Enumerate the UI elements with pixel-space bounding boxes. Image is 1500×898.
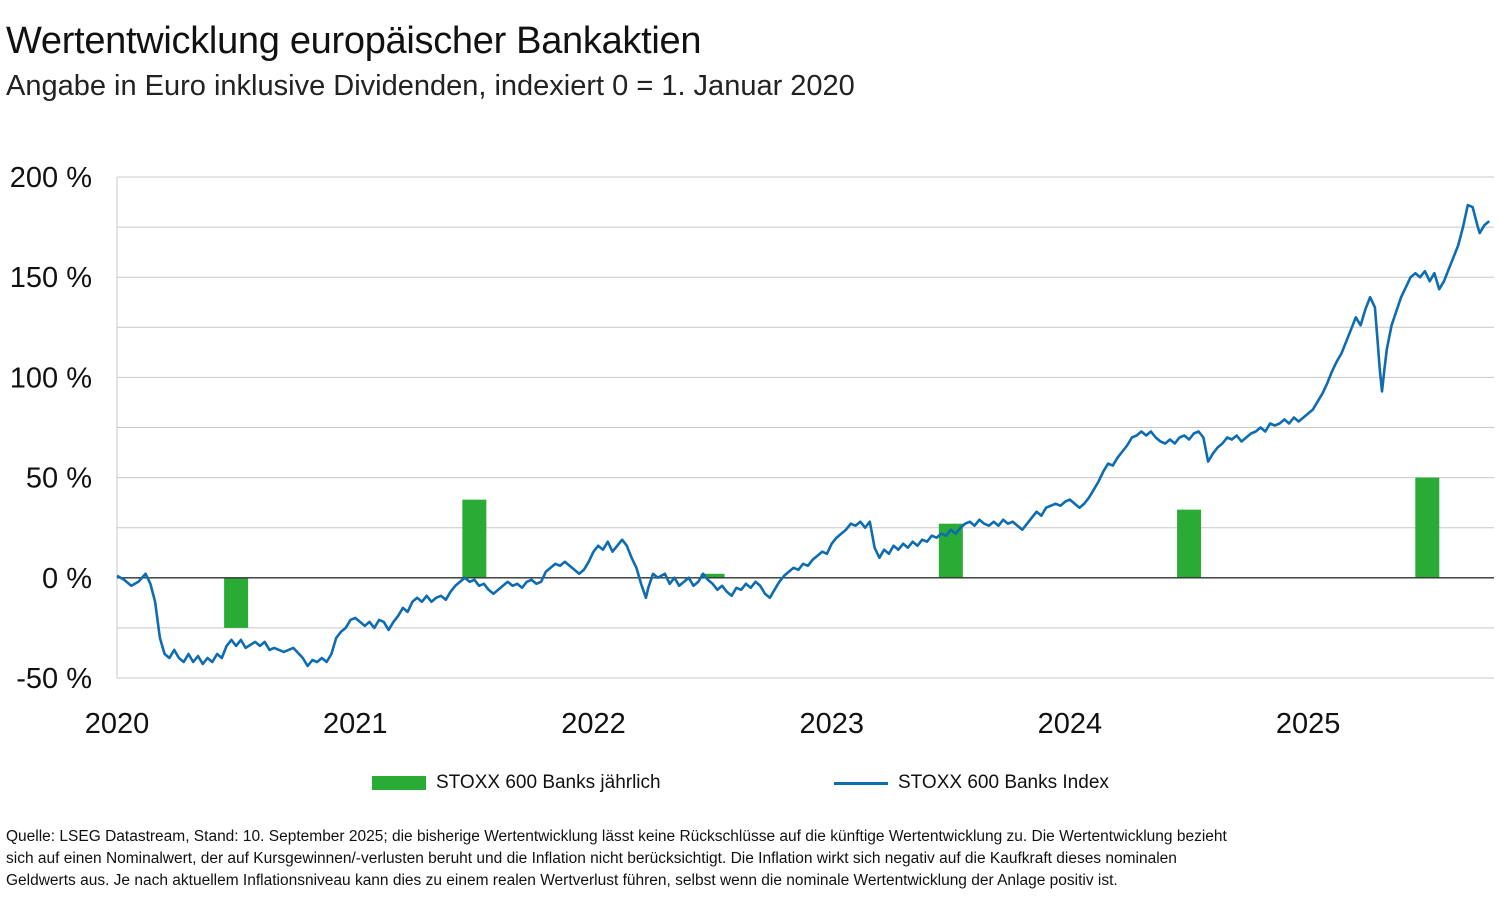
footnote-line-2: sich auf einen Nominalwert, der auf Kurs… bbox=[6, 850, 1177, 867]
legend-bar-label: STOXX 600 Banks jährlich bbox=[436, 772, 661, 793]
x-tick-label: 2024 bbox=[1038, 708, 1103, 740]
footnote-line-1: Quelle: LSEG Datastream, Stand: 10. Sept… bbox=[6, 828, 1227, 845]
y-tick-label: 150 % bbox=[10, 262, 92, 294]
x-tick-label: 2022 bbox=[561, 708, 626, 740]
grid-lines bbox=[116, 176, 1494, 679]
x-tick-label: 2020 bbox=[85, 708, 150, 740]
footnote-line-3: Geldwerts aus. Je nach aktuellem Inflati… bbox=[6, 872, 1118, 889]
annual-bar bbox=[938, 523, 963, 578]
x-axis-tick-labels: 2020 2021 2022 2023 2024 2025 bbox=[85, 708, 1341, 740]
legend-line-swatch bbox=[834, 781, 888, 785]
x-tick-label: 2021 bbox=[323, 708, 388, 740]
legend-item-bars[interactable]: STOXX 600 Banks jährlich bbox=[372, 768, 661, 798]
y-tick-label: -50 % bbox=[16, 663, 92, 695]
legend-bar-swatch bbox=[372, 776, 426, 790]
annual-bar bbox=[700, 573, 725, 578]
annual-bar bbox=[1415, 477, 1440, 578]
legend-line-label: STOXX 600 Banks Index bbox=[898, 772, 1109, 793]
annual-bars bbox=[224, 477, 1440, 628]
source-footnote: Quelle: LSEG Datastream, Stand: 10. Sept… bbox=[6, 826, 1494, 892]
y-tick-label: 100 % bbox=[10, 362, 92, 394]
legend-item-line[interactable]: STOXX 600 Banks Index bbox=[834, 768, 1109, 798]
annual-bar bbox=[1177, 509, 1202, 578]
chart-subtitle: Angabe in Euro inklusive Dividenden, ind… bbox=[6, 70, 855, 102]
x-tick-label: 2023 bbox=[799, 708, 864, 740]
index-line-group bbox=[116, 203, 1491, 668]
annual-bar bbox=[224, 577, 249, 628]
annual-bar bbox=[462, 499, 487, 578]
y-tick-label: 50 % bbox=[26, 463, 92, 495]
x-tick-label: 2025 bbox=[1276, 708, 1341, 740]
chart-canvas: -50 % 0 % 50 % 100 % 150 % 200 % 2020 2021 2022… bbox=[10, 162, 1494, 740]
y-tick-label: 200 % bbox=[10, 162, 92, 194]
index-line bbox=[116, 203, 1491, 668]
chart-title: Wertentwicklung europäischer Bankaktien bbox=[6, 20, 702, 62]
y-tick-label: 0 % bbox=[42, 563, 92, 595]
y-axis-tick-labels: -50 % 0 % 50 % 100 % 150 % 200 % bbox=[10, 162, 92, 695]
